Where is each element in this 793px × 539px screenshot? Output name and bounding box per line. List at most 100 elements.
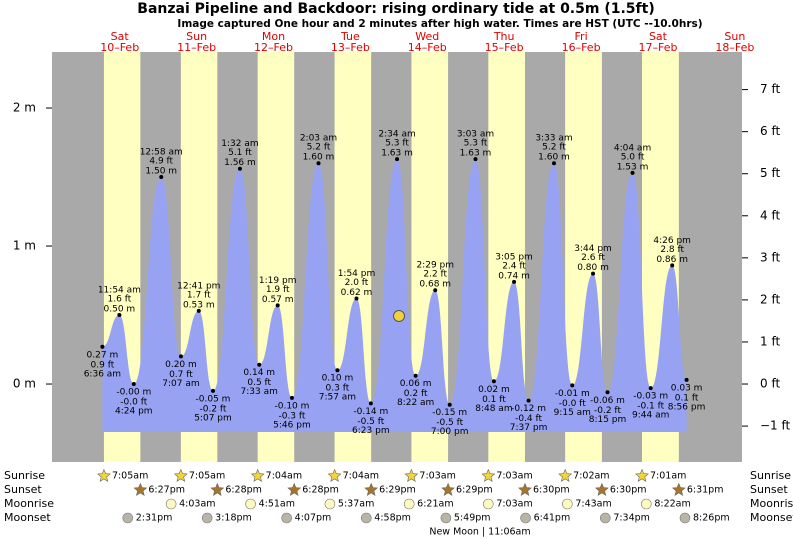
tide-point [159, 175, 164, 180]
tide-label: 0.80 m [577, 263, 609, 273]
tide-point [335, 368, 340, 373]
tide-label: -0.2 ft [200, 404, 227, 414]
tide-label: 1:32 am [221, 139, 258, 149]
row-time: 4:07pm [295, 513, 332, 524]
tide-point [289, 395, 294, 400]
sun-icon [287, 482, 302, 496]
sun-icon [97, 468, 111, 482]
y-tick-label: 2 m [13, 101, 36, 115]
day-date: 10–Feb [100, 41, 139, 54]
tide-label: 1.9 ft [266, 285, 290, 295]
tide-label: 0.74 m [498, 271, 530, 281]
tide-label: 5.2 ft [307, 143, 331, 153]
tide-label: 3:05 pm [495, 252, 533, 262]
tide-label: -0.15 m [432, 408, 467, 418]
tide-point [473, 157, 478, 162]
tide-point [368, 401, 373, 406]
y2-tick-label: 1 ft [760, 334, 780, 348]
y-tick-label: 0 m [13, 377, 36, 391]
tide-point [491, 379, 496, 384]
tide-label: 0.5 ft [247, 378, 271, 388]
sun-icon [250, 468, 265, 482]
row-time: 7:05am [189, 471, 225, 482]
current-tide-marker [393, 310, 405, 322]
day-name: Sat [649, 30, 668, 43]
moon-phase-note: New Moon | 11:06am [429, 527, 530, 538]
tide-point [117, 313, 122, 318]
row-time: 7:03am [496, 499, 532, 510]
tide-label: 4:04 am [614, 143, 651, 153]
tide-label: 1.50 m [145, 167, 177, 177]
tide-label: 0.53 m [183, 300, 215, 310]
row-label: Moonrise [4, 497, 54, 510]
tide-point [433, 288, 438, 293]
moon-icon [562, 498, 573, 510]
row-time: 8:22am [654, 499, 690, 510]
row-time: 7:03am [496, 471, 532, 482]
y2-tick-label: 3 ft [760, 250, 780, 264]
row-time: 2:31pm [136, 513, 173, 524]
day-date: 13–Feb [331, 41, 370, 54]
tide-label: 5.0 ft [621, 152, 645, 162]
moon-icon [165, 498, 177, 510]
row-label: Moonrise [750, 497, 793, 510]
row-time: 7:05am [112, 471, 148, 482]
row-time: 6:30pm [610, 485, 647, 496]
tide-label: 2.2 ft [423, 270, 447, 280]
tide-label: -0.5 ft [357, 417, 384, 427]
sun-icon [133, 482, 148, 496]
tide-label: -0.4 ft [515, 414, 542, 424]
tide-label: -0.14 m [353, 407, 388, 417]
day-name: Fri [575, 30, 588, 43]
day-name: Sun [724, 30, 745, 43]
tide-label: 1:54 pm [338, 269, 376, 279]
y2-tick-label: 5 ft [760, 166, 780, 180]
tide-label: 4:26 pm [653, 236, 691, 246]
day-name: Sat [111, 30, 130, 43]
moon-icon [281, 512, 292, 524]
day-date: 14–Feb [408, 41, 447, 54]
moon-icon [403, 498, 415, 510]
tide-point [630, 170, 635, 175]
tide-label: 9:44 am [632, 411, 669, 421]
tide-label: 1.7 ft [187, 290, 211, 300]
tide-label: 5.1 ft [228, 148, 252, 158]
row-time: 6:21am [417, 499, 453, 510]
row-time: 6:28pm [302, 485, 339, 496]
chart-subtitle: Image captured One hour and 2 minutes af… [177, 18, 702, 30]
tide-label: -0.00 m [116, 388, 151, 398]
row-label: Sunrise [4, 469, 45, 482]
tide-label: 0.1 ft [482, 395, 506, 405]
moon-icon [600, 512, 611, 524]
tide-label: 0.20 m [165, 360, 197, 370]
tide-label: -0.1 ft [637, 402, 664, 412]
tide-label: 8:56 pm [668, 402, 706, 412]
tide-label: 1.6 ft [108, 295, 132, 305]
sun-icon [210, 482, 225, 496]
tide-point [526, 398, 531, 403]
moon-icon [520, 512, 531, 524]
row-time: 7:02am [573, 471, 609, 482]
moon-icon [641, 498, 652, 510]
tide-label: 0.06 m [400, 379, 432, 389]
sun-icon [594, 482, 609, 496]
tide-label: 1.63 m [460, 149, 492, 159]
tide-label: 2:03 am [300, 134, 337, 144]
y2-tick-label: 4 ft [760, 208, 780, 222]
tide-label: 7:00 pm [431, 427, 469, 437]
tide-label: -0.05 m [196, 394, 231, 404]
tide-label: -0.5 ft [436, 418, 463, 428]
tide-point [512, 279, 517, 284]
y2-tick-label: −1 ft [760, 419, 791, 433]
row-time: 5:37am [338, 499, 374, 510]
tide-point [257, 362, 262, 367]
tide-label: 11:54 am [98, 286, 141, 296]
tide-label: 0.86 m [656, 255, 688, 265]
tide-label: 8:22 am [397, 398, 434, 408]
tide-label: 0.57 m [262, 295, 294, 305]
tide-label: 8:48 am [475, 404, 512, 414]
tide-label: 7:33 am [241, 387, 278, 397]
tide-label: -0.0 ft [120, 398, 147, 408]
tide-label: 1.60 m [303, 153, 335, 163]
